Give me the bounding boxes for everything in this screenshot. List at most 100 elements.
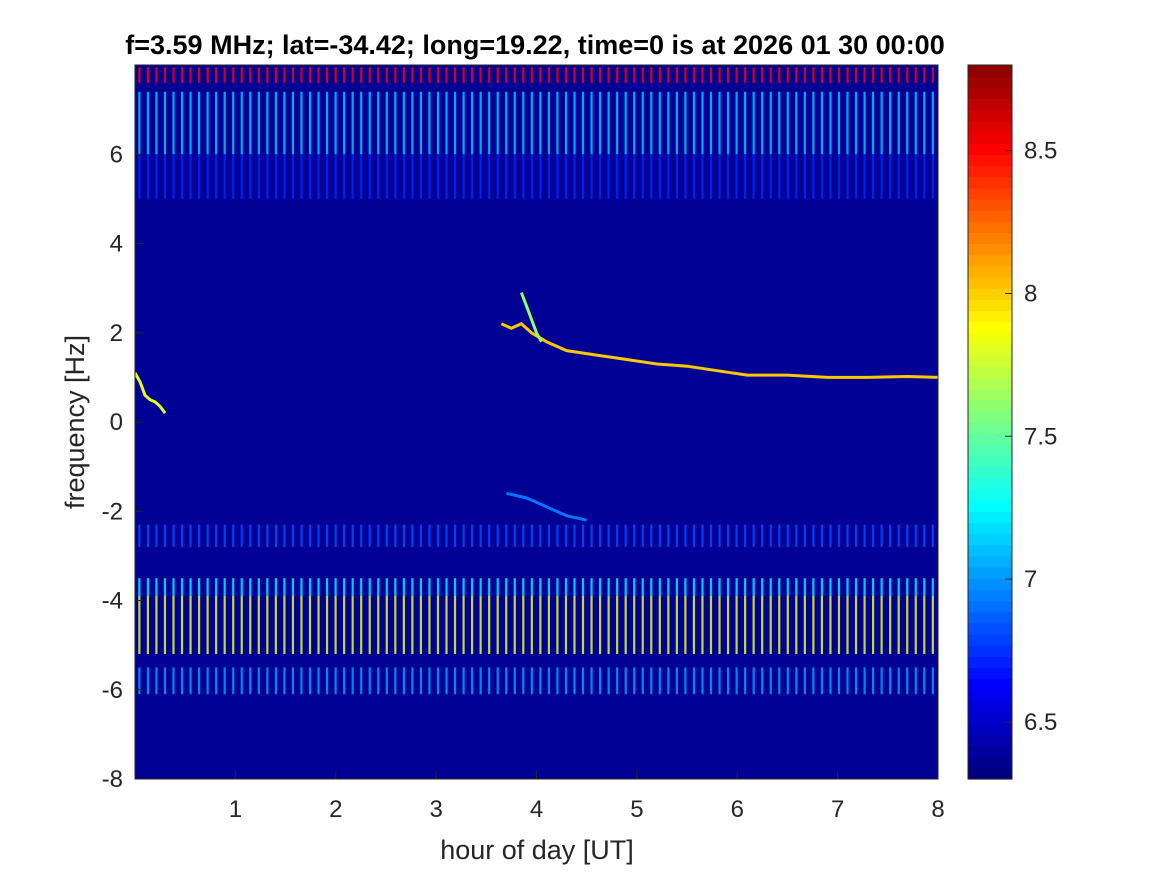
band-pulse	[872, 578, 875, 597]
band-pulse	[232, 91, 235, 155]
band-pulse	[163, 154, 167, 199]
colorbar-step	[968, 667, 1012, 680]
band-pulse	[761, 667, 764, 695]
band-pulse	[701, 667, 704, 695]
band-pulse	[854, 578, 858, 597]
band-pulse	[667, 667, 670, 695]
band-pulse	[581, 154, 585, 199]
band-pulse	[889, 154, 892, 199]
y-tick-label: 4	[110, 231, 123, 258]
band-pulse	[215, 91, 218, 155]
band-pulse	[308, 91, 312, 155]
band-pulse	[479, 524, 482, 547]
band-pulse	[786, 524, 789, 547]
band-pulse	[206, 91, 209, 155]
colorbar-step	[968, 276, 1012, 289]
band-pulse	[419, 91, 423, 155]
band-pulse	[291, 524, 295, 547]
band-pulse	[795, 578, 798, 597]
band-pulse	[291, 67, 295, 83]
band-pulse	[778, 91, 781, 155]
band-pulse	[266, 667, 269, 695]
band-pulse	[803, 91, 806, 155]
colorbar-step	[968, 109, 1012, 122]
band-pulse	[709, 154, 713, 199]
band-pulse	[718, 67, 721, 83]
colorbar-tick-label: 8.5	[1024, 138, 1057, 165]
band-pulse	[564, 154, 568, 199]
band-pulse	[436, 596, 440, 655]
band-pulse	[684, 524, 687, 547]
band-pulse	[752, 578, 755, 597]
band-pulse	[343, 578, 346, 597]
band-pulse	[240, 91, 243, 155]
band-pulse	[411, 67, 414, 83]
band-pulse	[317, 524, 320, 547]
band-pulse	[522, 67, 525, 83]
band-pulse	[462, 578, 465, 597]
band-pulse	[684, 67, 687, 83]
band-pulse	[872, 596, 875, 655]
band-pulse	[556, 154, 559, 199]
band-pulse	[206, 578, 209, 597]
band-pulse	[522, 91, 525, 155]
band-pulse	[658, 596, 661, 655]
band-pulse	[701, 91, 704, 155]
band-pulse	[155, 596, 158, 655]
colorbar-step	[968, 210, 1012, 222]
band-pulse	[897, 667, 900, 695]
chart-title: f=3.59 MHz; lat=-34.42; long=19.22, time…	[125, 30, 944, 60]
band-pulse	[837, 578, 841, 597]
band-pulse	[701, 524, 704, 547]
band-pulse	[249, 91, 252, 155]
band-pulse	[223, 524, 226, 547]
band-pulse	[377, 91, 380, 155]
band-pulse	[667, 67, 670, 83]
band-pulse	[146, 667, 149, 695]
band-pulse	[530, 154, 533, 199]
band-pulse	[914, 578, 917, 597]
band-pulse	[803, 667, 806, 695]
band-pulse	[317, 91, 320, 155]
colorbar-step	[968, 198, 1012, 211]
band-pulse	[505, 596, 508, 655]
band-pulse	[530, 91, 533, 155]
band-pulse	[837, 67, 841, 83]
band-pulse	[820, 524, 824, 547]
band-pulse	[215, 154, 218, 199]
band-pulse	[906, 67, 909, 83]
band-pulse	[428, 524, 431, 547]
band-pulse	[931, 91, 934, 155]
band-pulse	[513, 596, 516, 655]
band-pulse	[846, 67, 849, 83]
band-pulse	[872, 667, 875, 695]
band-pulse	[402, 154, 405, 199]
band-pulse	[616, 578, 619, 597]
band-pulse	[726, 667, 730, 695]
band-pulse	[496, 578, 499, 597]
band-pulse	[283, 596, 286, 655]
band-pulse	[240, 596, 243, 655]
band-pulse	[180, 667, 184, 695]
colorbar-step	[968, 332, 1012, 345]
band-pulse	[633, 67, 636, 83]
band-pulse	[769, 154, 772, 199]
band-pulse	[581, 578, 585, 597]
band-pulse	[837, 154, 841, 199]
band-pulse	[360, 596, 363, 655]
band-pulse	[163, 524, 167, 547]
colorbar: 6.5 7 7.5 8 8.5	[967, 64, 1057, 780]
band-pulse	[197, 67, 201, 83]
colorbar-step	[968, 310, 1012, 323]
band-pulse	[795, 667, 798, 695]
band-pulse	[684, 154, 687, 199]
band-pulse	[923, 578, 926, 597]
band-pulse	[377, 667, 380, 695]
colorbar-step	[968, 221, 1012, 233]
band-pulse	[428, 91, 431, 155]
band-pulse	[522, 154, 525, 199]
band-pulse	[291, 154, 295, 199]
band-pulse	[778, 67, 781, 83]
band-pulse	[718, 578, 721, 597]
band-pulse	[880, 667, 883, 695]
